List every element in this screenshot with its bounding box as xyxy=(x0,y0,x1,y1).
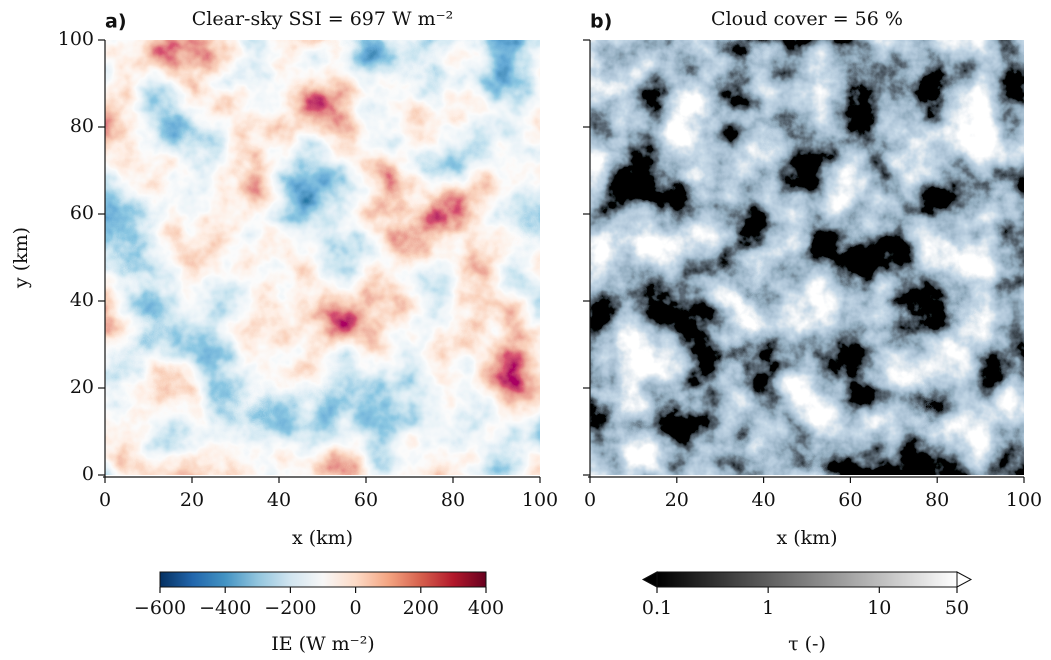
colorbar-label: τ (-) xyxy=(788,633,826,655)
x-axis-label: x (km) xyxy=(292,527,353,549)
colorbar-tick-label: −600 xyxy=(134,597,186,619)
colorbar-tick-label: 0.1 xyxy=(642,597,672,619)
y-axis-label: y (km) xyxy=(10,227,32,289)
colorbar-label: IE (W m⁻²) xyxy=(271,633,374,655)
colorbar-tick-label: 10 xyxy=(867,597,891,619)
colorbar-tick-label: 0 xyxy=(350,597,362,619)
x-tick-label: 80 xyxy=(441,489,465,511)
y-tick-label: 0 xyxy=(82,463,94,485)
colorbar-extend xyxy=(956,571,973,588)
colorbar-tick-label: −400 xyxy=(199,597,251,619)
y-tick-label: 40 xyxy=(70,289,94,311)
y-tick-label: 80 xyxy=(70,115,94,137)
chart-title: Clear-sky SSI = 697 W m⁻² xyxy=(192,8,453,30)
y-tick-label: 100 xyxy=(58,28,94,50)
colorbar xyxy=(656,571,958,588)
x-tick-label: 40 xyxy=(267,489,291,511)
panel-label: b) xyxy=(590,11,612,33)
colorbar-extend xyxy=(641,571,658,588)
x-tick-label: 20 xyxy=(180,489,204,511)
heatmap-image xyxy=(590,40,1024,475)
x-tick-label: 80 xyxy=(925,489,949,511)
colorbar-tick-label: 400 xyxy=(468,597,504,619)
colorbar xyxy=(159,571,487,588)
x-axis-label: x (km) xyxy=(776,527,837,549)
chart-title: Cloud cover = 56 % xyxy=(711,8,903,30)
x-tick-label: 60 xyxy=(354,489,378,511)
x-tick-label: 0 xyxy=(584,489,596,511)
x-tick-label: 100 xyxy=(522,489,558,511)
colorbar-tick-label: 50 xyxy=(945,597,969,619)
colorbar-tick-label: 1 xyxy=(762,597,774,619)
y-tick-label: 60 xyxy=(70,202,94,224)
colorbar-tick-label: −200 xyxy=(264,597,316,619)
heatmap-image xyxy=(105,40,540,475)
panel-label: a) xyxy=(105,11,127,33)
colorbar-tick-label: 200 xyxy=(403,597,439,619)
y-tick-label: 20 xyxy=(70,376,94,398)
x-tick-label: 0 xyxy=(99,489,111,511)
x-tick-label: 60 xyxy=(838,489,862,511)
x-tick-label: 20 xyxy=(665,489,689,511)
x-tick-label: 40 xyxy=(752,489,776,511)
x-tick-label: 100 xyxy=(1006,489,1042,511)
